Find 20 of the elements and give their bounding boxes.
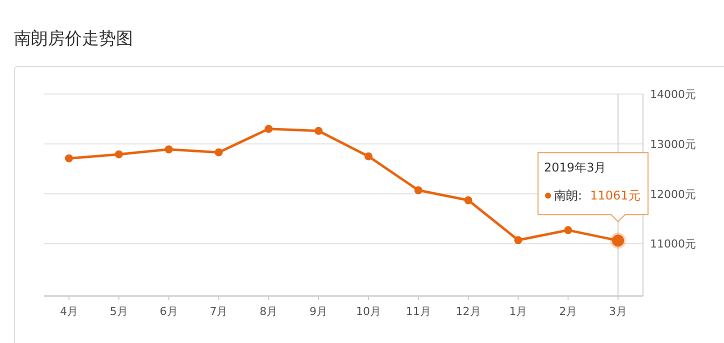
chart-title: 南朗房价走势图: [14, 29, 133, 49]
x-tick-label: 7月: [210, 305, 228, 318]
annotation: 2019年3月: [544, 160, 606, 175]
x-tick-label: 6月: [160, 305, 178, 318]
x-tick-label: 3月: [609, 305, 628, 318]
x-tick-label: 12月: [456, 305, 481, 318]
y-tick-label: 14000元: [650, 88, 696, 101]
y-tick-label: 13000元: [650, 138, 696, 151]
y-tick-label: 11000元: [650, 238, 696, 251]
x-tick-label: 1月: [509, 305, 528, 318]
x-tick-label: 11月: [406, 305, 431, 318]
x-tick-label: 10月: [356, 305, 381, 318]
x-tick-label: 8月: [260, 305, 278, 318]
x-tick-label: 2月: [559, 305, 578, 318]
data-label: 11061元: [590, 188, 640, 203]
x-tick-label: 4月: [60, 305, 78, 318]
x-tick-label: 5月: [110, 305, 128, 318]
x-tick-label: 9月: [310, 305, 328, 318]
legend-label: 南朗:: [554, 188, 582, 203]
y-tick-label: 12000元: [650, 188, 696, 201]
